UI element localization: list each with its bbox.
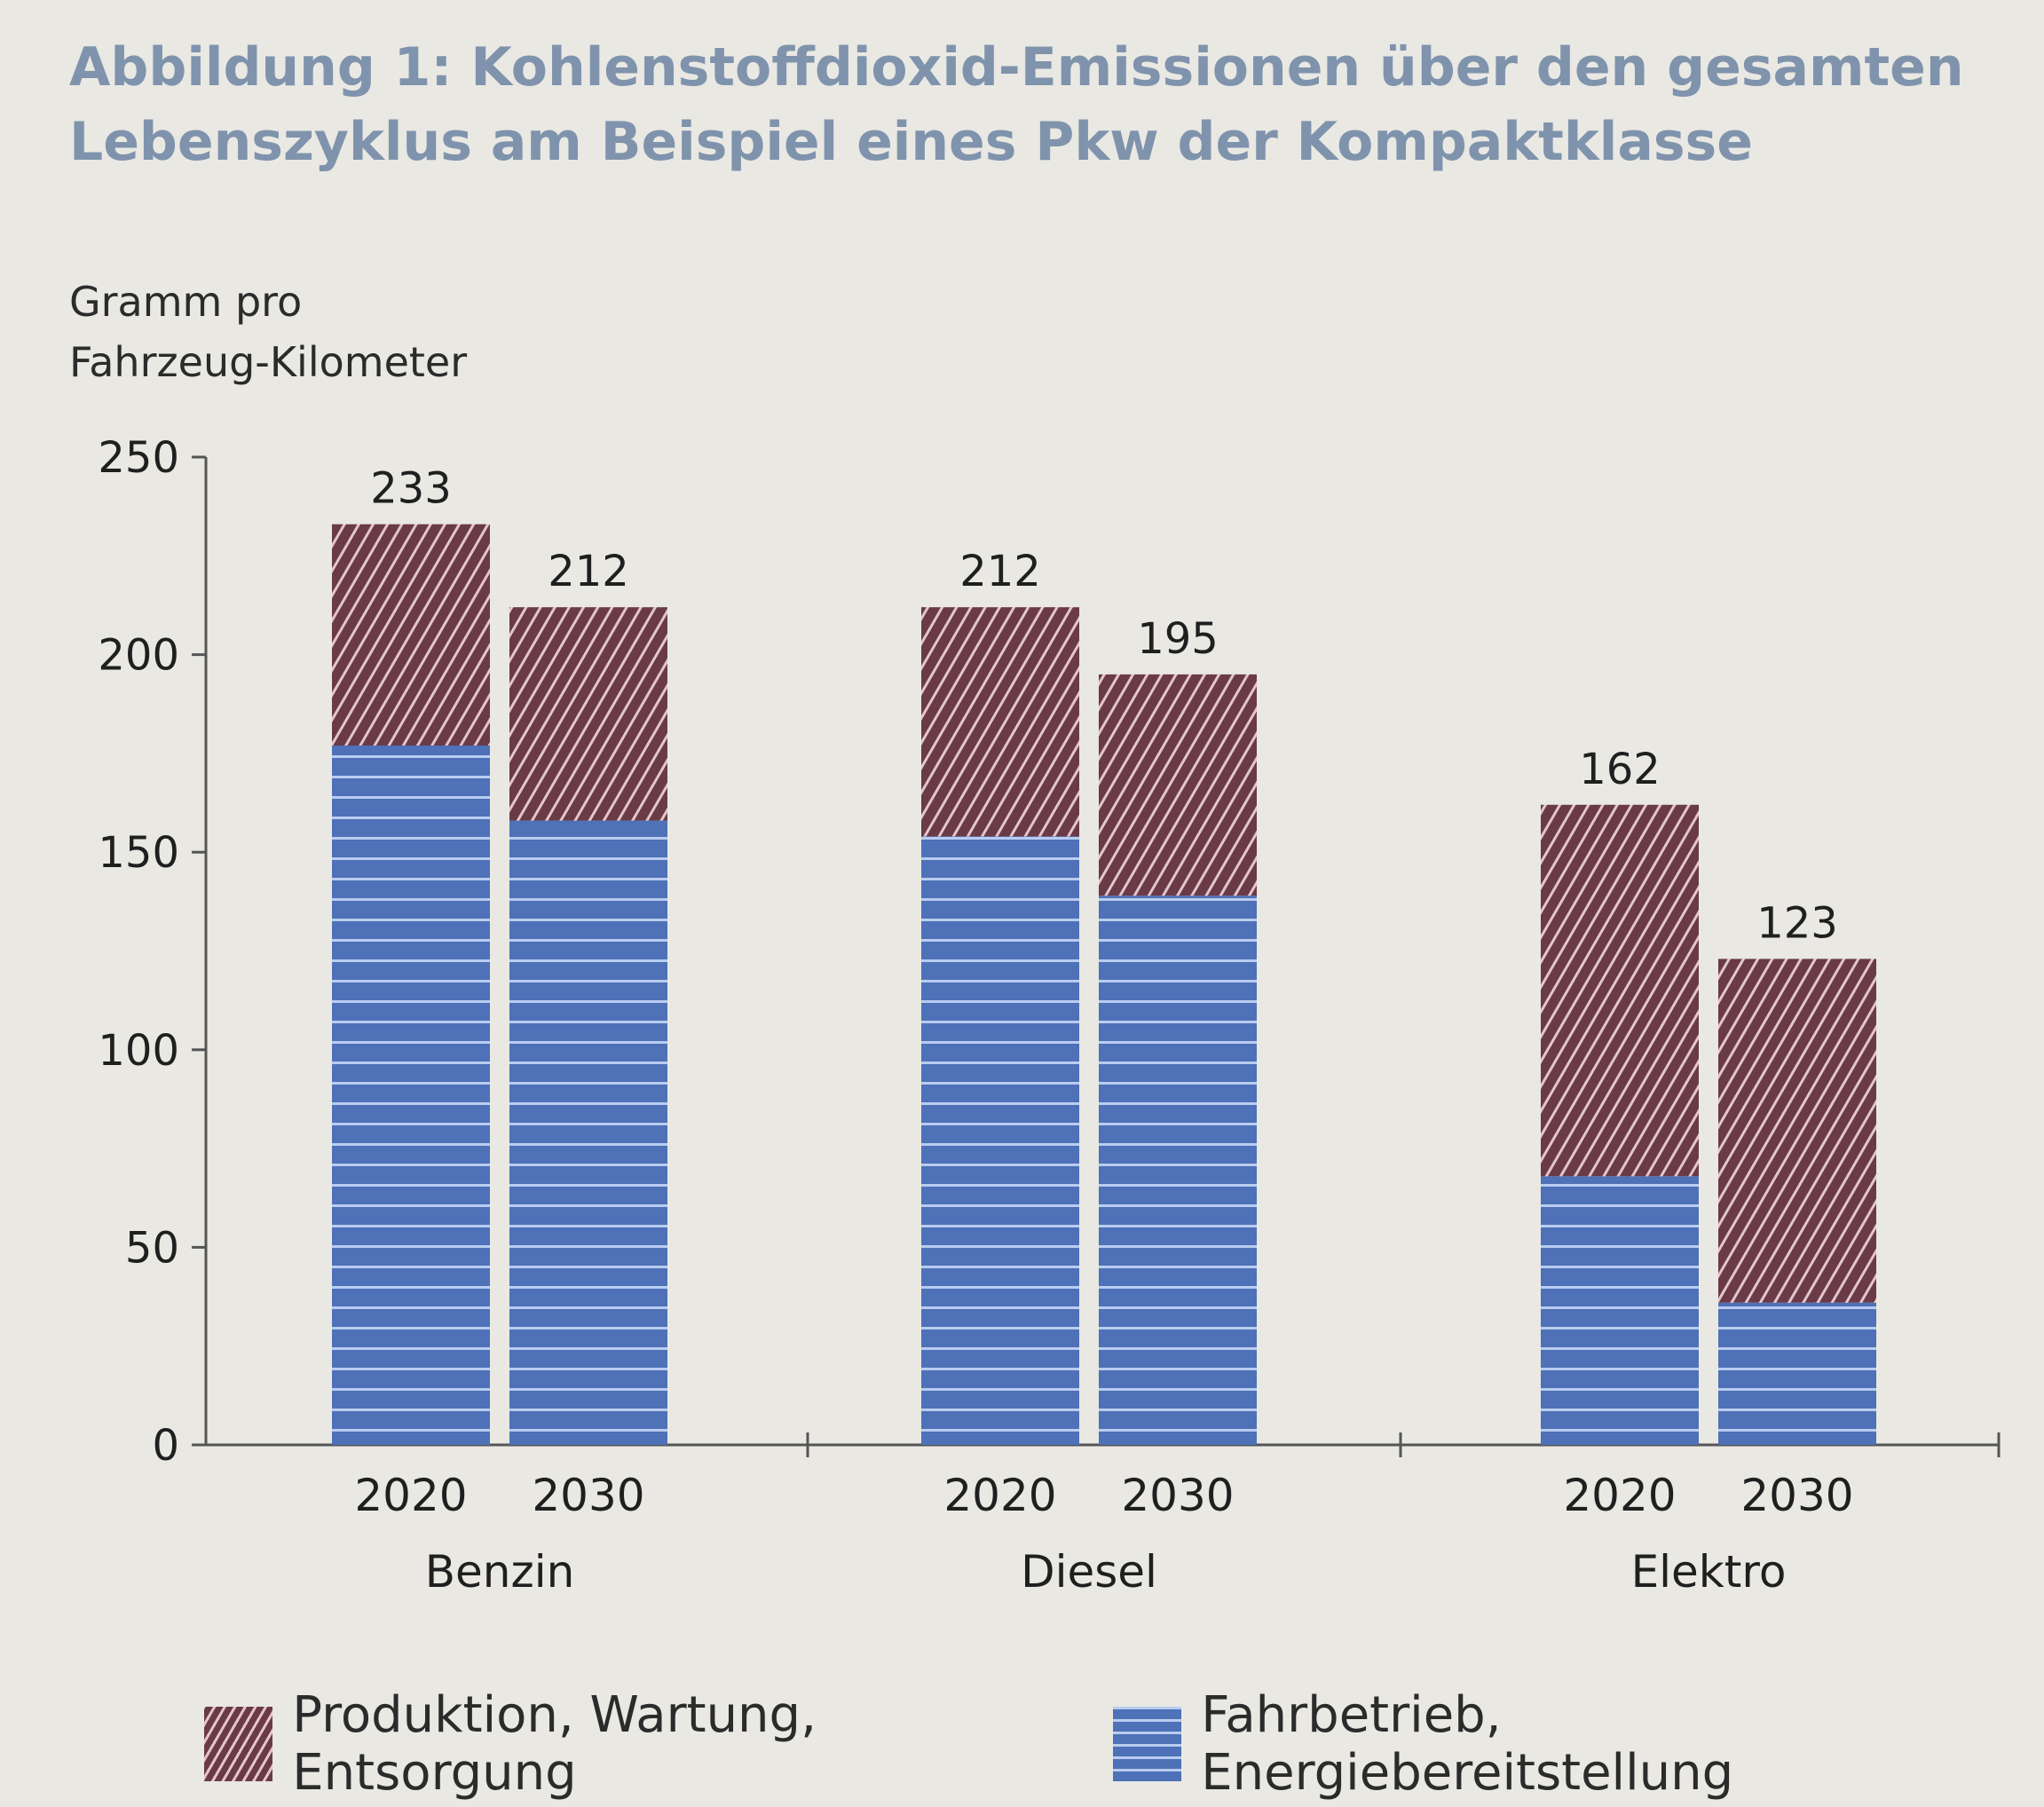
chart-title-line-2: Lebenszyklus am Beispiel eines Pkw der K… [69, 111, 1753, 173]
bar-total-label: 212 [548, 547, 629, 596]
bar-segment-produktion [1718, 959, 1876, 1303]
bar-segment-fahrbetrieb [921, 836, 1079, 1445]
y-axis-label-line-2: Fahrzeug-Kilometer [69, 338, 468, 386]
bar-segment-fahrbetrieb [1099, 896, 1257, 1445]
bar-segment-produktion [509, 607, 667, 821]
y-axis-label-line-1: Gramm pro [69, 278, 303, 326]
y-tick-label: 150 [98, 828, 179, 878]
bar-total-label: 162 [1579, 745, 1661, 794]
x-group-label: Elektro [1631, 1546, 1787, 1598]
bar-segment-produktion [332, 524, 490, 746]
bar-total-label: 195 [1137, 614, 1219, 664]
y-tick-label: 250 [98, 433, 179, 483]
bar-segment-fahrbetrieb [332, 745, 490, 1445]
bar-segment-fahrbetrieb [1718, 1302, 1876, 1445]
bar-segment-fahrbetrieb [509, 820, 667, 1445]
x-tick-label: 2020 [943, 1470, 1056, 1521]
legend-label-fahrbetrieb: Fahrbetrieb, Energiebereitstellung [1201, 1686, 1734, 1802]
chart-title-line-1: Abbildung 1: Kohlenstoffdioxid-Emissione… [69, 36, 1964, 99]
bar-segment-produktion [1099, 674, 1257, 896]
legend-label-produktion: Produktion, Wartung, Entsorgung [292, 1686, 817, 1802]
bar-segment-fahrbetrieb [1541, 1176, 1699, 1445]
bar-total-label: 212 [959, 547, 1041, 596]
x-tick-label: 2030 [1740, 1470, 1853, 1521]
x-group-label: Diesel [1021, 1546, 1157, 1598]
legend-swatch-fahrbetrieb [1112, 1707, 1182, 1781]
bar-total-label: 233 [370, 464, 452, 514]
bar-segment-produktion [921, 607, 1079, 837]
y-axis-label: Gramm pro Fahrzeug-Kilometer [69, 272, 467, 392]
labels: 233 2020 212 2030 Benzin 212 2020 195 2030 Diesel… [354, 464, 1853, 1598]
legend-item-fahrbetrieb: Fahrbetrieb, Energiebereitstellung [1112, 1686, 1982, 1802]
x-tick-label: 2020 [354, 1470, 467, 1521]
x-tick-label: 2030 [532, 1470, 644, 1521]
bars [332, 524, 1876, 1445]
bar-segment-produktion [1541, 804, 1699, 1177]
legend: Produktion, Wartung, Entsorgung Fahrbetr… [204, 1686, 2044, 1802]
x-tick-label: 2030 [1121, 1470, 1234, 1521]
chart-title: Abbildung 1: Kohlenstoffdioxid-Emissione… [69, 30, 1977, 179]
y-tick-label: 200 [98, 631, 179, 681]
y-tick-label: 50 [125, 1223, 179, 1273]
y-tick-label: 0 [152, 1421, 179, 1471]
bar-total-label: 123 [1756, 898, 1838, 948]
y-tick-label: 100 [98, 1026, 179, 1076]
x-group-label: Benzin [425, 1546, 575, 1598]
legend-item-produktion: Produktion, Wartung, Entsorgung [204, 1686, 1051, 1802]
x-tick-label: 2020 [1563, 1470, 1676, 1521]
legend-swatch-produktion [204, 1707, 273, 1781]
